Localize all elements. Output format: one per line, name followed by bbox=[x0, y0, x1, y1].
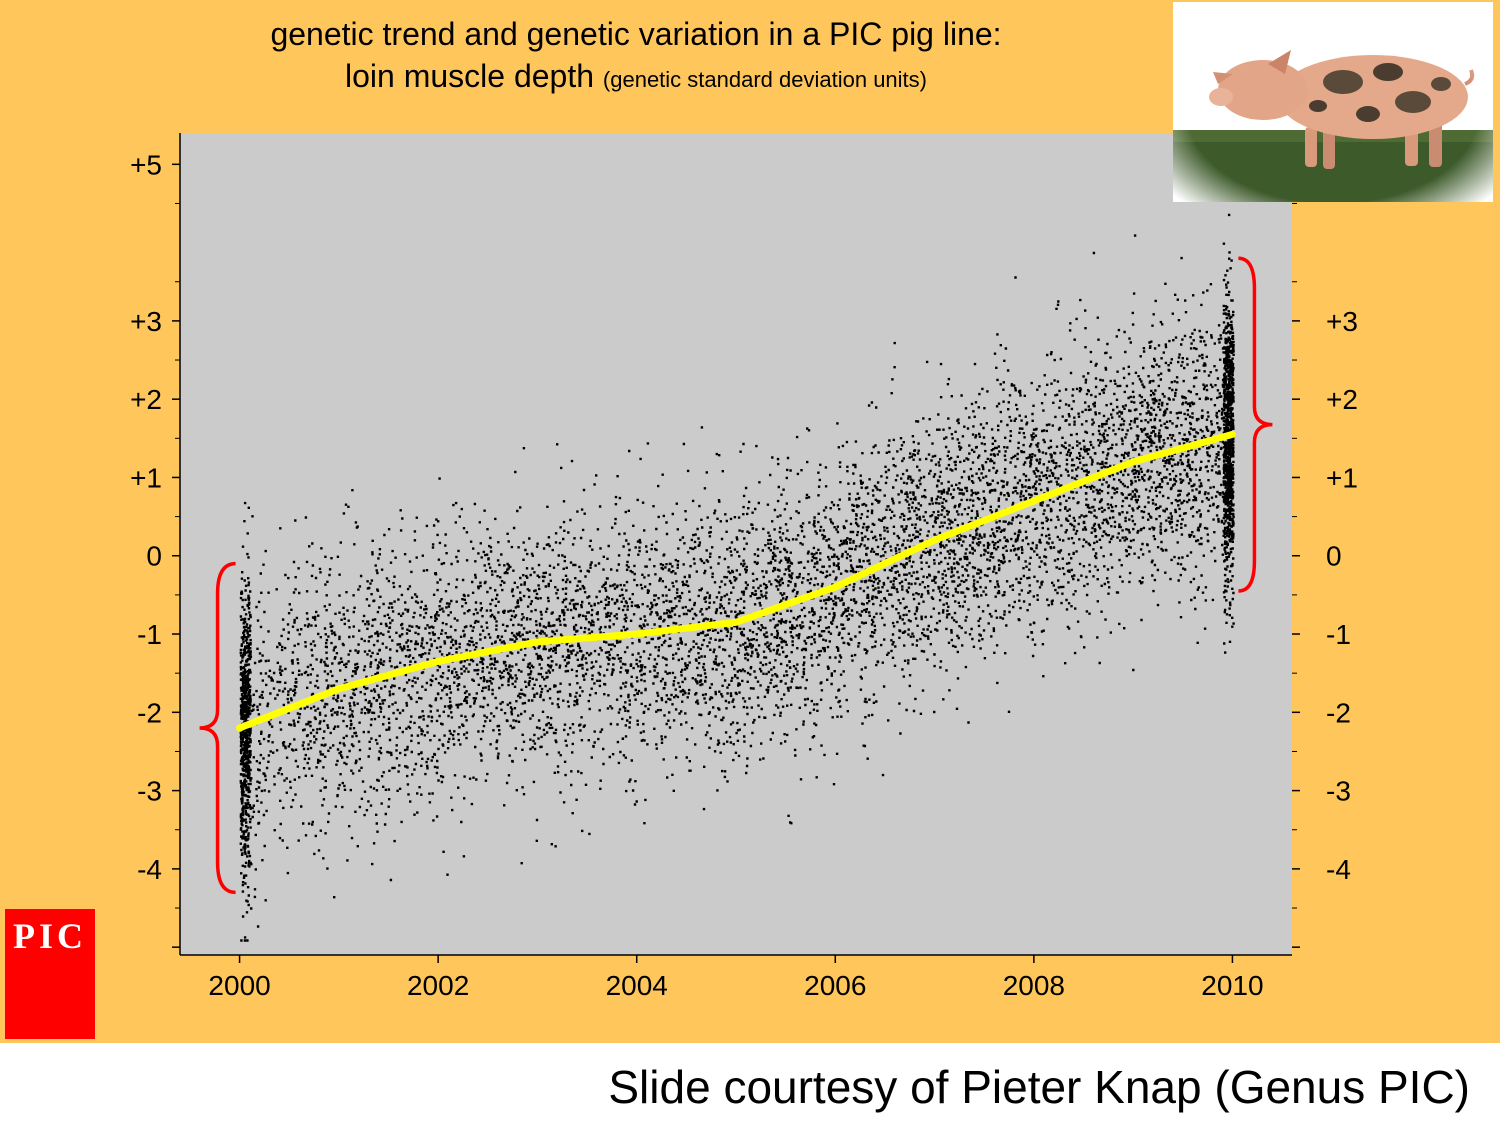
x-tick-label: 2002 bbox=[407, 970, 469, 1001]
y-left-tick-label: 0 bbox=[146, 541, 162, 572]
y-left-tick-label: +5 bbox=[130, 149, 162, 180]
slide-credit: Slide courtesy of Pieter Knap (Genus PIC… bbox=[608, 1061, 1470, 1113]
scatter-points bbox=[239, 213, 1235, 942]
y-left-tick-label: +3 bbox=[130, 306, 162, 337]
y-left-tick-label: -3 bbox=[137, 776, 162, 807]
pig-icon bbox=[1173, 2, 1493, 202]
y-left-tick-label: +2 bbox=[130, 384, 162, 415]
chart-title-main: loin muscle depth bbox=[344, 58, 595, 94]
chart-title-line1: genetic trend and genetic variation in a… bbox=[270, 16, 1002, 52]
y-right-tick-label: -2 bbox=[1326, 697, 1351, 728]
plot-area bbox=[180, 133, 1292, 955]
scatter-chart: 2000 2002 2004 2006 2008 2010 +5 +3 +2 +1 0 -1 -2 -3 -… bbox=[130, 133, 1358, 1001]
scatter-point-cloud bbox=[239, 213, 1235, 942]
y-right-tick-label: -4 bbox=[1326, 854, 1351, 885]
y-left-tick-label: -1 bbox=[137, 619, 162, 650]
y-right-tick-label: -3 bbox=[1326, 776, 1351, 807]
pic-logo: PIC bbox=[5, 909, 95, 1039]
y-right-tick-label: -1 bbox=[1326, 619, 1351, 650]
trend-line bbox=[236, 430, 1236, 732]
y-left-tick-label: -2 bbox=[137, 697, 162, 728]
x-tick-label: 2006 bbox=[804, 970, 866, 1001]
y-right-tick-label: 0 bbox=[1326, 541, 1342, 572]
y-right-tick-label: +1 bbox=[1326, 462, 1358, 493]
axes: 2000 2002 2004 2006 2008 2010 +5 +3 +2 +1 0 -1 -2 -3 -… bbox=[130, 133, 1358, 1001]
chart-title-line2: loin muscle depth (genetic standard devi… bbox=[0, 58, 1272, 95]
x-tick-label: 2010 bbox=[1201, 970, 1263, 1001]
chart-title-sub: (genetic standard deviation units) bbox=[602, 67, 927, 92]
y-left-tick-label: -4 bbox=[137, 854, 162, 885]
x-tick-label: 2008 bbox=[1003, 970, 1065, 1001]
x-tick-label: 2004 bbox=[606, 970, 668, 1001]
slide-background: genetic trend and genetic variation in a… bbox=[0, 0, 1500, 1043]
pic-logo-text: PIC bbox=[13, 916, 87, 956]
x-tick-label: 2000 bbox=[208, 970, 270, 1001]
y-right-tick-label: +3 bbox=[1326, 306, 1358, 337]
y-left-tick-label: +1 bbox=[130, 462, 162, 493]
pig-photo bbox=[1173, 2, 1493, 202]
y-right-tick-label: +2 bbox=[1326, 384, 1358, 415]
